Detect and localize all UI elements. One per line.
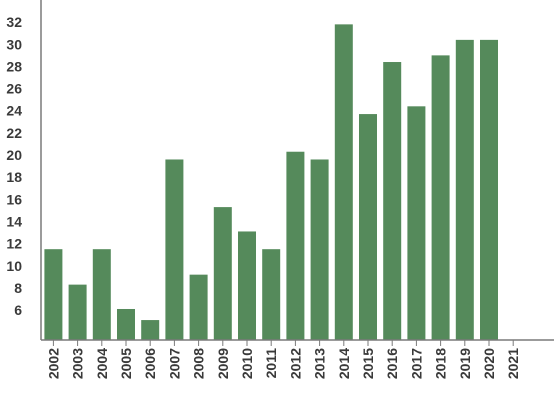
y-tick-label: 14: [6, 213, 22, 229]
y-tick-label: 24: [6, 103, 22, 119]
x-tick-label: 2021: [505, 348, 521, 379]
x-tick-label: 2015: [360, 348, 376, 379]
bar-2013: [310, 159, 329, 340]
x-tick-label: 2019: [457, 348, 473, 379]
y-tick-label: 16: [6, 191, 22, 207]
x-tick-label: 2016: [384, 348, 400, 379]
x-tick-label: 2009: [215, 348, 231, 379]
y-tick-label: 20: [6, 147, 22, 163]
bar-2008: [189, 274, 208, 340]
bar-2020: [480, 39, 498, 341]
x-tick-label: 2018: [433, 348, 449, 379]
y-tick-label: 10: [6, 258, 22, 274]
bar-2018: [431, 55, 450, 340]
y-tick-label: 30: [6, 36, 22, 52]
bar-2007: [165, 159, 184, 340]
bar-2011: [262, 249, 281, 340]
x-tick-label: 2011: [263, 348, 279, 379]
x-axis-ticks: 2002 2003 2004 2005 2006 2007 2008 2009 2010 2011…: [45, 340, 521, 379]
x-tick-label: 2003: [70, 348, 86, 379]
x-tick-label: 2020: [481, 348, 497, 379]
x-tick-label: 2006: [142, 348, 158, 379]
bar-2012: [286, 151, 305, 340]
x-tick-label: 2004: [94, 348, 110, 379]
x-tick-label: 2017: [408, 348, 424, 379]
x-tick-label: 2002: [45, 348, 61, 379]
bar-2005: [117, 308, 135, 340]
bar-2002: [44, 249, 63, 340]
y-tick-label: 8: [14, 280, 22, 296]
x-tick-label: 2013: [312, 348, 328, 379]
x-tick-label: 2012: [287, 348, 303, 379]
x-tick-label: 2014: [336, 348, 352, 379]
bar-2014: [334, 24, 353, 341]
bar-2006: [141, 320, 160, 340]
bar-2016: [383, 62, 402, 341]
x-tick-label: 2005: [118, 348, 134, 379]
y-tick-label: 22: [6, 125, 22, 141]
bars: [44, 24, 498, 341]
y-tick-label: 12: [6, 236, 22, 252]
x-tick-label: 2007: [166, 348, 182, 379]
bar-2017: [407, 106, 426, 341]
y-axis-ticks: 6 8 10 12 14 16 18 20 22 24 26 28 30 32: [6, 14, 22, 318]
bar-2004: [92, 249, 111, 340]
y-tick-label: 28: [6, 58, 22, 74]
x-tick-label: 2008: [191, 348, 207, 379]
y-tick-label: 26: [6, 81, 22, 97]
bar-2015: [359, 114, 377, 341]
y-tick-label: 18: [6, 169, 22, 185]
x-tick-label: 2010: [239, 348, 255, 379]
bar-2010: [238, 231, 256, 340]
bar-2019: [455, 39, 474, 341]
y-tick-label: 32: [6, 14, 22, 30]
y-tick-label: 6: [14, 302, 22, 318]
bar-2009: [213, 207, 232, 340]
bar-2003: [68, 284, 87, 340]
